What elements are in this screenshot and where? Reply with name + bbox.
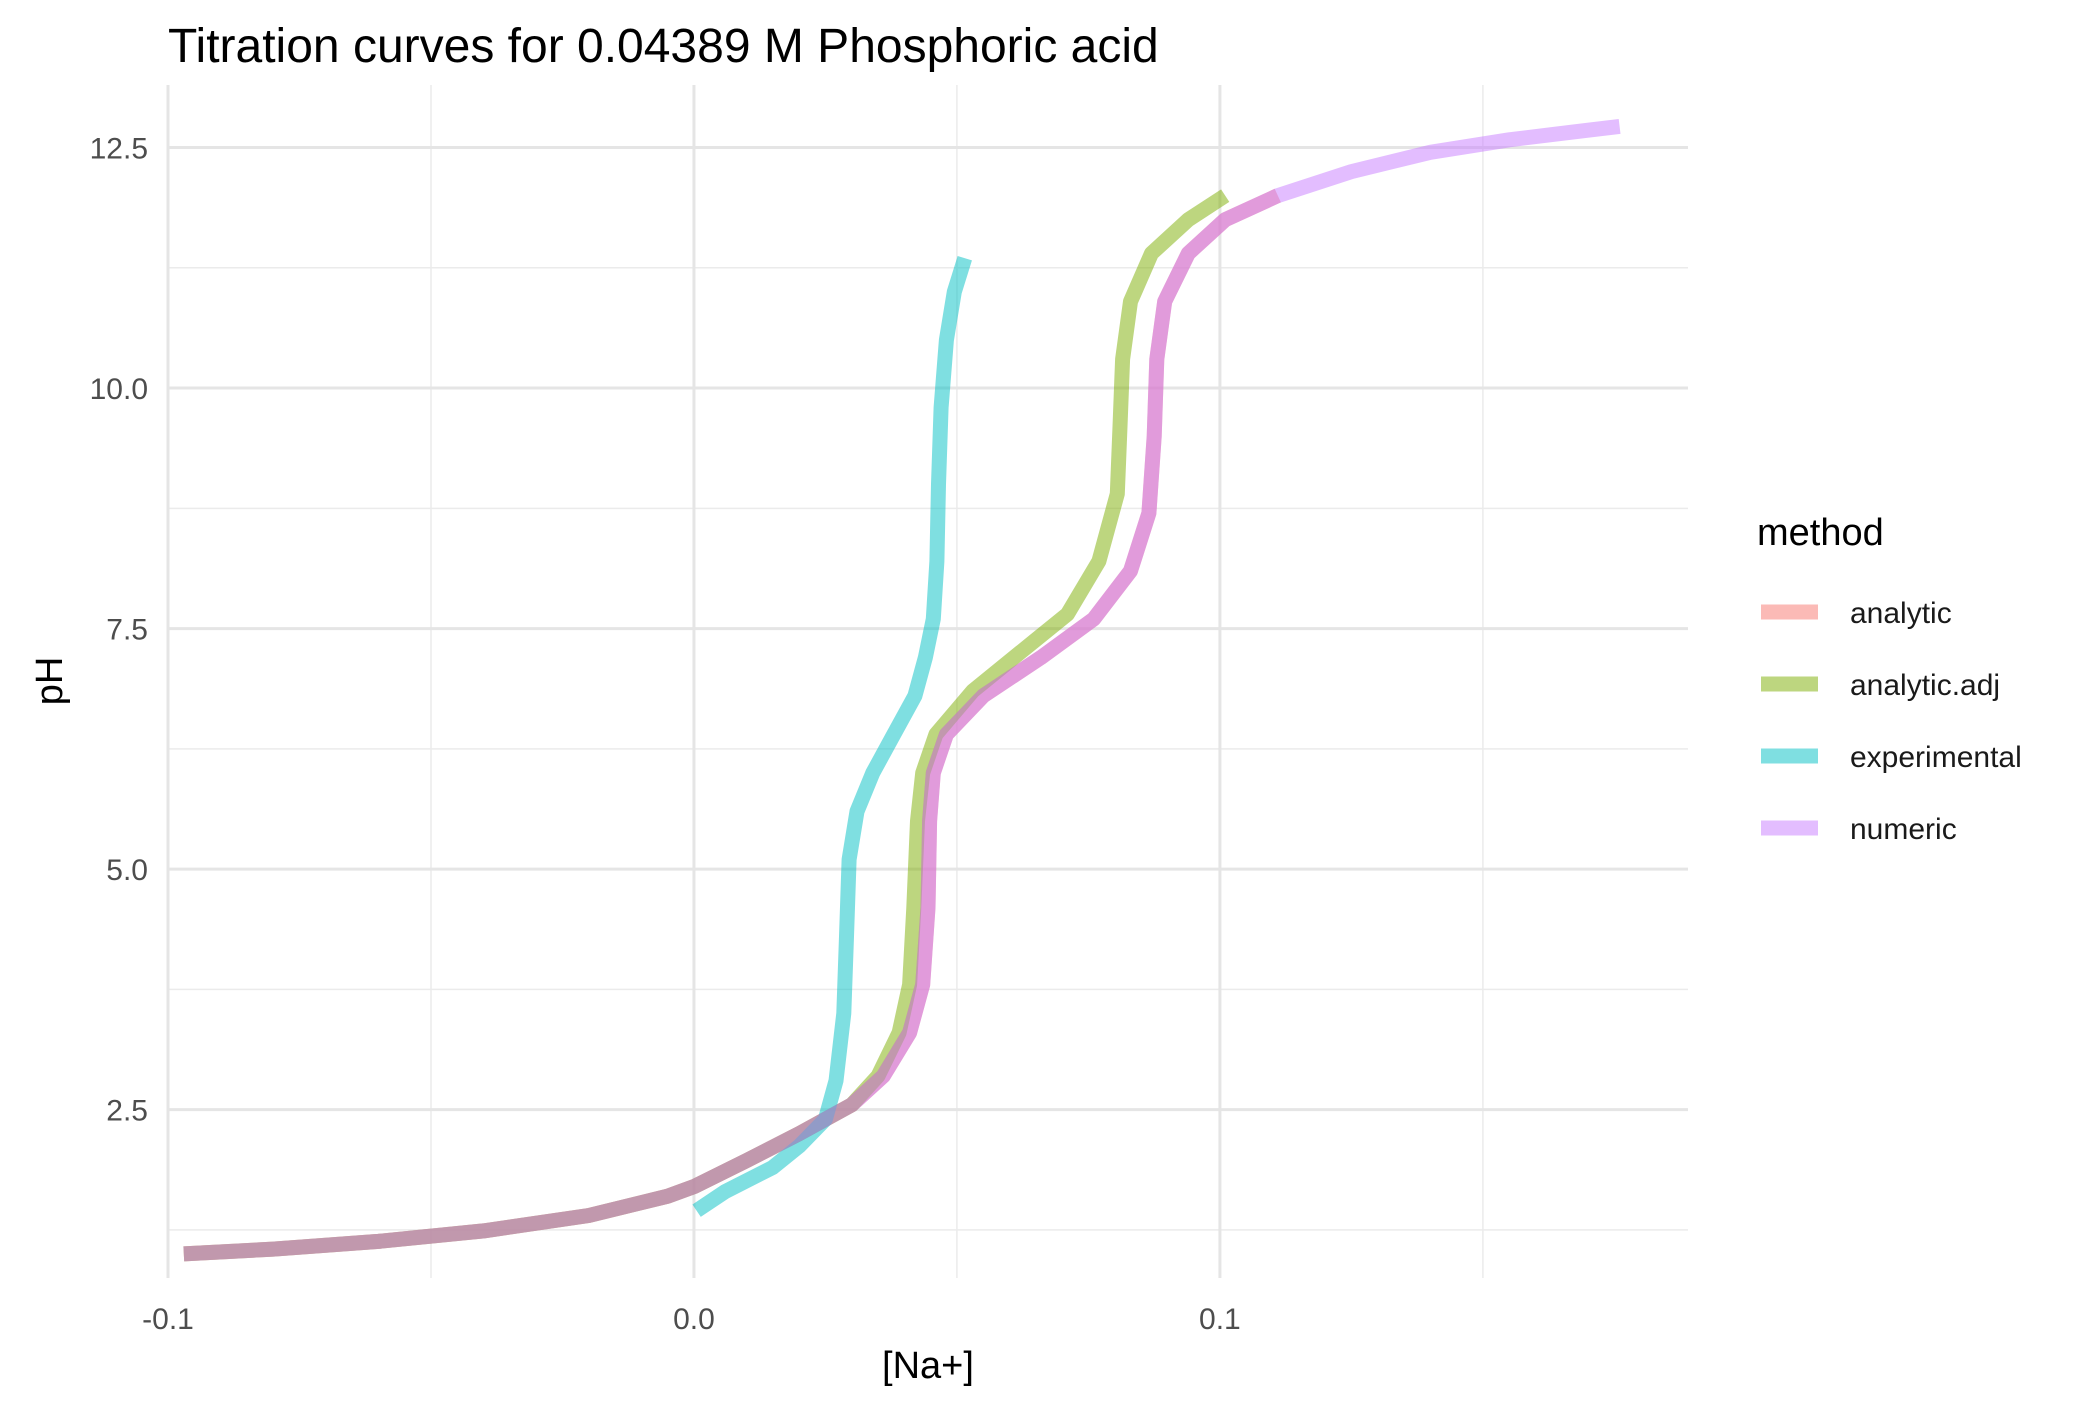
y-tick-label: 2.5 [106,1095,148,1128]
series-line-analytic-adj [183,189,1230,1262]
grid [166,85,1688,1278]
y-tick-label: 10.0 [90,373,148,406]
y-tick-label: 5.0 [106,854,148,887]
x-tick-label: 0.0 [673,1303,715,1336]
x-axis-ticks: -0.1 0.0 0.1 [142,1303,1241,1336]
chart-title: Titration curves for 0.04389 M Phosphori… [168,20,1159,73]
legend-items: analytic analytic.adj experimental numeric [1761,597,2022,846]
x-tick-label: -0.1 [142,1303,194,1336]
series-lines [183,118,1621,1262]
y-axis-title: pH [29,657,71,706]
x-tick-label: 0.1 [1199,1303,1241,1336]
y-tick-label: 12.5 [90,133,148,166]
series-line-numeric [183,118,1621,1262]
series-line-experimental [692,255,972,1217]
legend-label-analytic-adj: analytic.adj [1850,669,2000,702]
legend: method analytic analytic.adj experimental n… [1757,512,2022,846]
legend-label-analytic: analytic [1850,597,1952,630]
x-axis-title: [Na+] [882,1345,974,1387]
legend-label-numeric: numeric [1850,813,1957,846]
series-line-analytic [183,188,1281,1262]
y-tick-label: 7.5 [106,614,148,647]
legend-label-experimental: experimental [1850,741,2022,774]
legend-title: method [1757,512,1884,554]
y-axis-ticks: 2.5 5.0 7.5 10.0 12.5 [90,133,148,1128]
